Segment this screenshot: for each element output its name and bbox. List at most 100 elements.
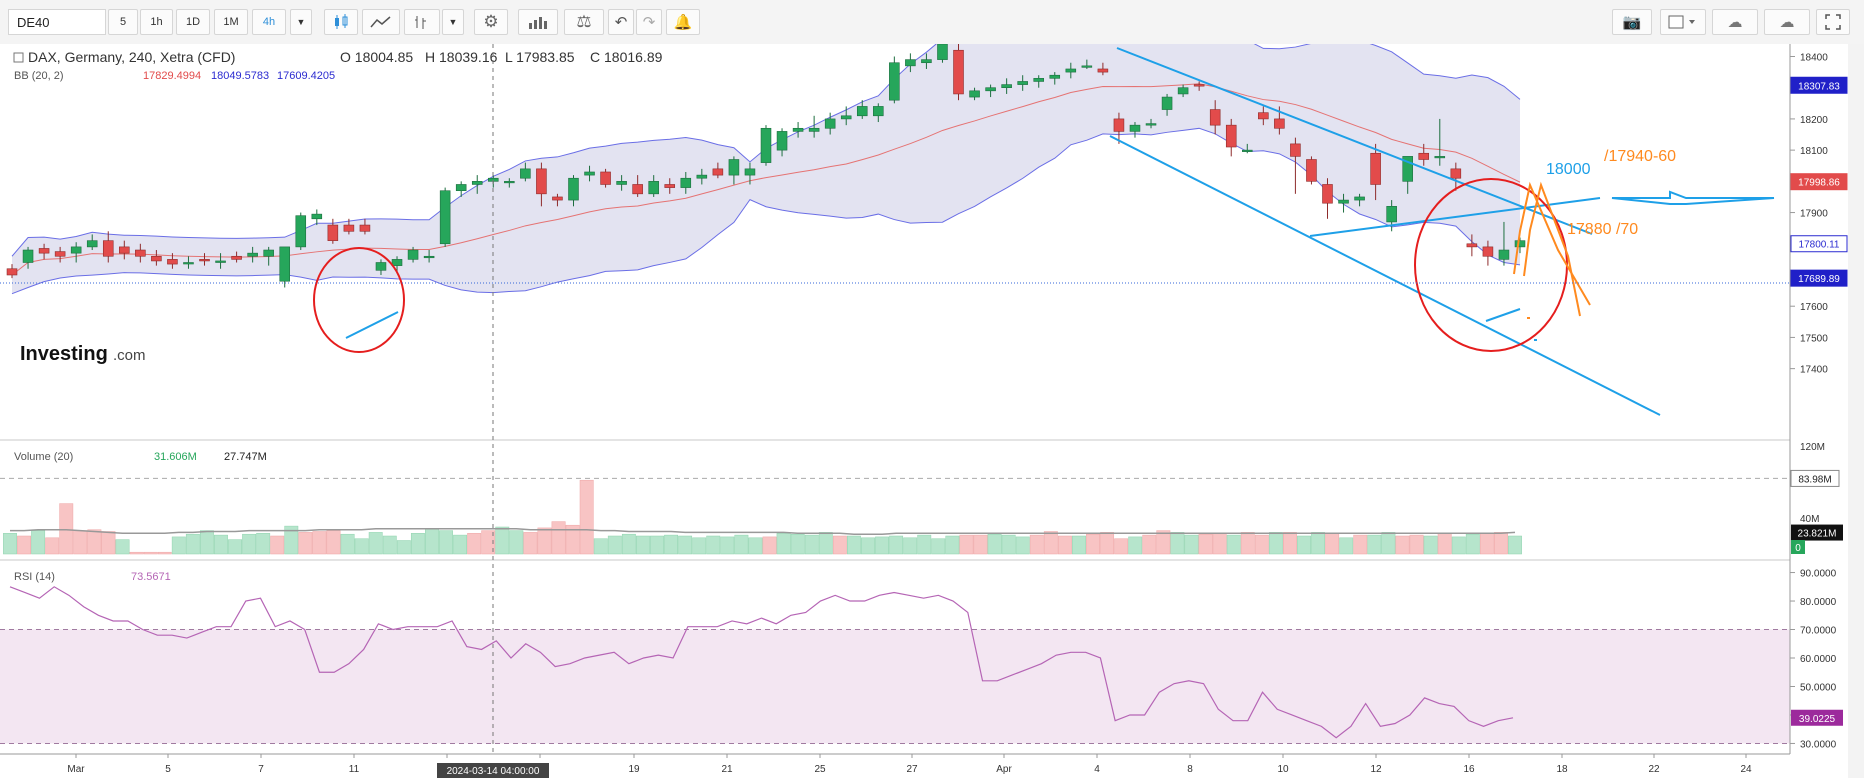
layout-button[interactable] [1660, 9, 1706, 35]
user-drawings[interactable] [313, 47, 1775, 416]
candle-body [119, 246, 130, 254]
bb-basis-line [11, 83, 1521, 276]
candle-body [792, 127, 804, 132]
candle-body [873, 106, 884, 117]
volume-bar [593, 538, 608, 555]
volume-bar [973, 534, 988, 555]
price-legend: DAX, Germany, 240, Xetra (CFD) O 18004.8… [13, 49, 663, 82]
volume-bar [1311, 532, 1326, 555]
volume-ma-badge [1791, 524, 1843, 541]
collapse-icon[interactable] [13, 52, 24, 63]
load-chart-button[interactable]: ☁ [1712, 9, 1758, 35]
line-style-button[interactable] [362, 9, 400, 35]
settings-button[interactable]: ⚙ [474, 9, 508, 35]
candle-body [439, 190, 451, 245]
interval-1m-button[interactable]: 1M [214, 9, 248, 35]
gear-icon: ⚙ [483, 12, 499, 31]
alert-button[interactable]: 🔔 [666, 9, 700, 35]
price-tick-label: 18100 [1800, 146, 1828, 157]
candle-body [1049, 74, 1061, 79]
lower-channel-line[interactable] [1109, 135, 1661, 416]
interval-dropdown[interactable]: ▼ [290, 9, 312, 35]
candle-body [6, 268, 18, 276]
interval-1d-button[interactable]: 1D [176, 9, 210, 35]
chart-type-dropdown[interactable]: ▼ [442, 9, 464, 35]
resistance-line[interactable] [1309, 197, 1601, 237]
volume-bar [242, 533, 257, 555]
orange-projection-a[interactable] [1513, 181, 1591, 306]
volume-bar [101, 531, 116, 555]
symbol-input[interactable] [8, 9, 106, 35]
volume-bar [481, 530, 496, 555]
volume-bar [776, 533, 791, 555]
undo-button[interactable]: ↶ [608, 9, 634, 35]
volume-bar [1114, 538, 1129, 555]
interval-1h-button[interactable]: 1h [140, 9, 173, 35]
orange-projection-b[interactable] [1523, 181, 1581, 317]
indicators-button[interactable] [404, 9, 440, 35]
volume-bar [284, 525, 299, 555]
price-badge-label: 17998.86 [1798, 178, 1840, 189]
volume-bar [664, 534, 679, 555]
time-axis[interactable]: Mar 5 7 11 19 21 25 27 Apr 4 8 10 12 16 18 22 24 [67, 754, 1752, 775]
march-trendline[interactable] [345, 311, 399, 339]
volume-bar [1339, 537, 1354, 555]
april-trendline[interactable] [1485, 308, 1521, 322]
open-value: O 18004.85 [340, 49, 413, 65]
volume-bar [1043, 531, 1058, 555]
candle-body [22, 249, 34, 263]
rsi-band [0, 629, 1790, 744]
camera-icon: 📷 [1622, 14, 1642, 31]
price-axis[interactable]: 1740017500176001770017800179001800018100… [1790, 52, 1848, 376]
redo-button[interactable]: ↷ [636, 9, 662, 35]
volume-bar [1128, 536, 1143, 555]
candles-style-button[interactable] [324, 9, 358, 35]
cloud-upload-icon: ☁ [1779, 14, 1795, 31]
close-value: C 18016.89 [590, 49, 663, 65]
volume-bar [959, 534, 974, 555]
volume-bar [1268, 532, 1283, 555]
investing-logo: Investing .com [20, 343, 146, 365]
interval-5-button[interactable]: 5 [108, 9, 138, 35]
candle-body [343, 224, 355, 232]
time-tick-label: Apr [996, 764, 1012, 775]
price-tick-label: 17500 [1800, 333, 1828, 344]
volume-bar [579, 479, 594, 555]
compare-button[interactable]: ⚖ [564, 9, 604, 35]
save-chart-button[interactable]: ☁ [1764, 9, 1810, 35]
volume-bar [495, 526, 510, 555]
screenshot-button[interactable]: 📷 [1612, 9, 1652, 35]
time-tick-label: 4 [1094, 764, 1100, 775]
rsi-value-badge-label: 39.0225 [1799, 714, 1836, 725]
candle-body [407, 249, 419, 260]
interval-4h-button[interactable]: 4h [252, 9, 286, 35]
candle-body [921, 59, 932, 64]
candle-body [54, 251, 66, 257]
volume-bar [804, 534, 819, 555]
volume-bar [523, 532, 538, 555]
candle-body [183, 262, 194, 265]
candle-body [1129, 124, 1141, 132]
volume-bar [889, 535, 904, 555]
volume-bar [762, 536, 777, 555]
scrollbar-track[interactable] [1848, 44, 1864, 778]
chart-canvas[interactable]: 18000 /17940-60 17880 /70 DAX, Germany, … [0, 44, 1864, 778]
upper-channel-line[interactable] [1116, 47, 1593, 235]
volume-bar [45, 537, 60, 555]
candle-body [247, 252, 258, 257]
bb-upper-value: 18049.5783 [211, 70, 269, 82]
fullscreen-button[interactable] [1816, 9, 1850, 35]
bb-lower-value: 17609.4205 [277, 70, 335, 82]
chevron-down-icon: ▼ [296, 17, 306, 27]
candle-body [423, 255, 435, 259]
candle-body [1482, 246, 1494, 257]
candle-body [1386, 206, 1397, 223]
march-circle[interactable] [313, 247, 405, 353]
right-arrow-icon[interactable] [1611, 190, 1775, 205]
studies-button[interactable] [518, 9, 558, 35]
candle-body [1402, 156, 1413, 182]
candle-body [167, 259, 178, 265]
fullscreen-icon [1825, 14, 1841, 30]
bars-icon [415, 16, 426, 29]
volume-bar [214, 534, 228, 555]
